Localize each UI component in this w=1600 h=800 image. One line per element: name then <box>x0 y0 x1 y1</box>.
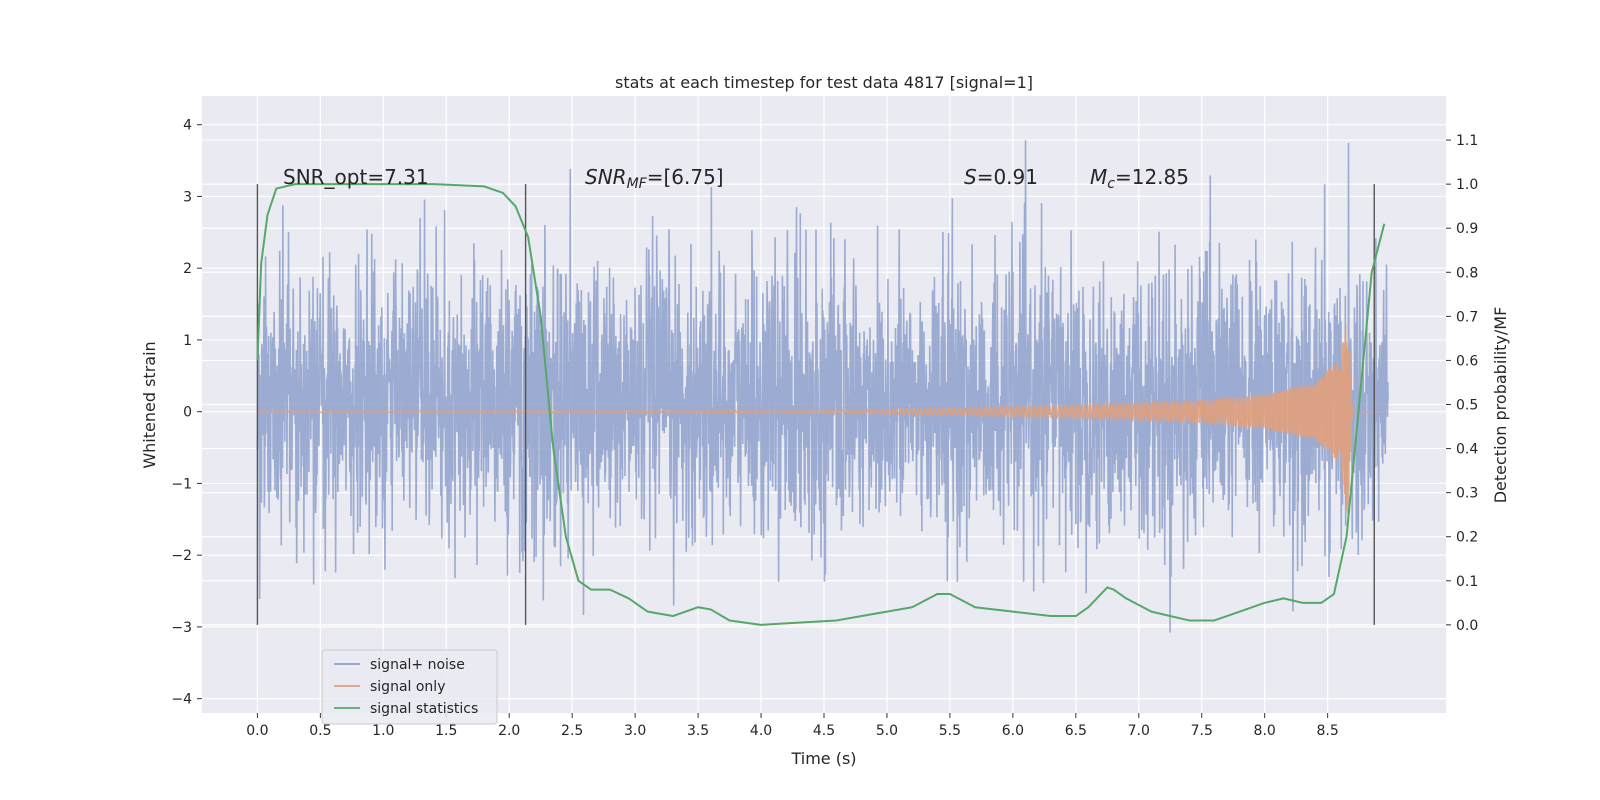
x-tick-label: 1.0 <box>372 723 394 739</box>
annotation-mc-subscript: c <box>1107 176 1115 192</box>
y2-tick-label: 0.1 <box>1456 574 1478 590</box>
x-tick-label: 2.5 <box>561 723 583 739</box>
y2-axis-label: Detection probability/MF <box>1491 307 1510 504</box>
x-tick-label: 2.0 <box>498 723 520 739</box>
x-tick-label: 8.0 <box>1254 723 1276 739</box>
y-tick-label: 0 <box>183 405 192 421</box>
x-tick-label: 6.5 <box>1065 723 1087 739</box>
x-tick-label: 1.5 <box>435 723 457 739</box>
signal-statistics-layer <box>256 183 1386 626</box>
annotation-snr-opt: SNR_opt=7.31 <box>283 165 429 189</box>
x-tick-label: 7.5 <box>1191 723 1213 739</box>
x-tick-label: 5.0 <box>876 723 898 739</box>
y-tick-label: −2 <box>171 548 192 564</box>
vertical-marker-layer <box>256 184 1375 625</box>
x-tick-label: 4.5 <box>813 723 835 739</box>
signal-only-layer <box>257 324 1389 514</box>
x-tick-label: 5.5 <box>939 723 961 739</box>
legend-label-signal-statistics: signal statistics <box>370 701 478 717</box>
y-tick-label: −4 <box>171 692 192 708</box>
x-tick-label: 3.5 <box>687 723 709 739</box>
x-tick-label: 4.0 <box>750 723 772 739</box>
y2-tick-label: 0.8 <box>1456 265 1478 281</box>
annotation-mc-value: =12.85 <box>1115 165 1189 189</box>
tick-layer: 0.0 0.5 1.0 1.5 2.0 2.5 3.0 3.5 4.0 4.5 5.0 5.5 6.0 6… <box>171 118 1478 739</box>
legend-label-signal-only: signal only <box>370 679 445 695</box>
y2-tick-label: 0.4 <box>1456 442 1478 458</box>
annotation-s: S=0.91 <box>964 165 1038 189</box>
y-tick-label: 1 <box>183 333 192 349</box>
y-tick-label: −3 <box>171 620 192 636</box>
annotation-snr-mf: SNRMF=[6.75] <box>585 165 724 192</box>
y-axis-label: Whitened strain <box>140 341 159 468</box>
annotation-mc: Mc=12.85 <box>1090 165 1189 192</box>
x-tick-label: 0.5 <box>309 723 331 739</box>
annotation-snr-mf-value: =[6.75] <box>647 165 724 189</box>
y-tick-label: −1 <box>171 476 192 492</box>
x-tick-label: 8.5 <box>1317 723 1339 739</box>
y2-tick-label: 1.0 <box>1456 177 1478 193</box>
legend-box <box>321 649 498 725</box>
x-tick-label: 0.0 <box>246 723 268 739</box>
series-signal-only-line <box>257 324 1389 514</box>
annotation-s-value: =0.91 <box>977 165 1038 189</box>
x-axis-label: Time (s) <box>790 749 856 768</box>
chart-title: stats at each timestep for test data 481… <box>615 73 1033 92</box>
x-tick-label: 3.0 <box>624 723 646 739</box>
y-tick-label: 3 <box>183 189 192 205</box>
y2-tick-label: 0.7 <box>1456 309 1478 325</box>
legend-label-signal-noise: signal+ noise <box>370 657 465 673</box>
y2-tick-label: 0.0 <box>1456 618 1478 634</box>
legend: signal+ noise signal only signal statist… <box>321 649 498 725</box>
y2-tick-label: 1.1 <box>1456 133 1478 149</box>
y-tick-label: 4 <box>183 118 192 134</box>
y-tick-label: 2 <box>183 261 192 277</box>
x-tick-label: 7.0 <box>1128 723 1150 739</box>
annotation-snr-mf-subscript: MF <box>627 176 648 192</box>
x-tick-label: 6.0 <box>1002 723 1024 739</box>
y2-tick-label: 0.5 <box>1456 398 1478 414</box>
y2-tick-label: 0.2 <box>1456 530 1478 546</box>
annotation-mc-symbol: M <box>1090 165 1107 189</box>
y2-tick-label: 0.3 <box>1456 486 1478 502</box>
annotation-snr-mf-symbol: SNR <box>585 165 627 189</box>
y2-tick-label: 0.6 <box>1456 353 1478 369</box>
y2-tick-label: 0.9 <box>1456 221 1478 237</box>
annotation-s-symbol: S <box>964 165 977 189</box>
series-signal-statistics-line <box>256 183 1386 626</box>
